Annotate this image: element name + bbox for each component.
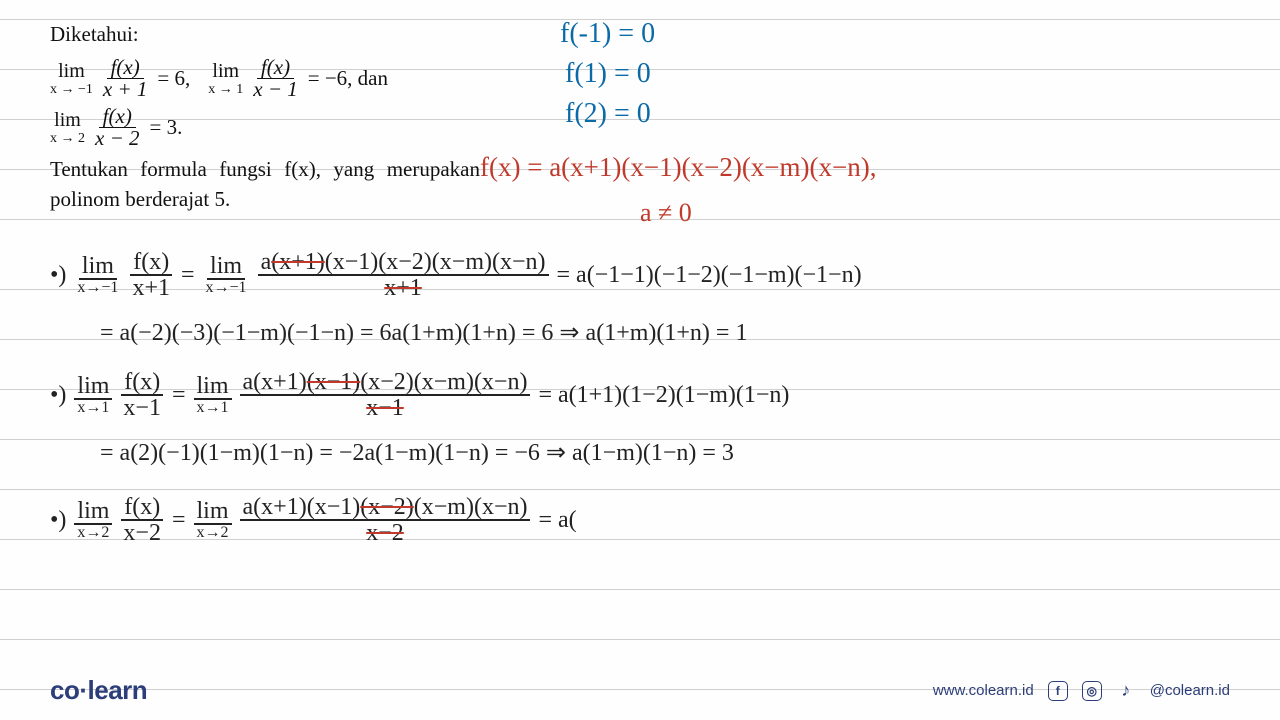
lim1-eq: = 6, [157, 64, 190, 93]
strike-factor: a(x+1)(x−1)(x−2)(x−m)(x−n) [261, 249, 546, 275]
lim2-den: x − 1 [249, 79, 302, 100]
footer-url: www.colearn.id [933, 682, 1034, 699]
footer-right: www.colearn.id f ◎ ♪ @colearn.id [933, 681, 1230, 701]
lim2-under: x → 1 [208, 83, 243, 97]
lim3-num: f(x) [99, 106, 136, 128]
lim-text: lim [58, 61, 85, 81]
bullet-icon: •) [50, 382, 66, 409]
lim1-den: x + 1 [99, 79, 152, 100]
lim3-under: x → 2 [50, 132, 85, 146]
instagram-icon: ◎ [1082, 681, 1102, 701]
facebook-icon: f [1048, 681, 1068, 701]
problem-body: Tentukan formula fungsi f(x), yang merup… [50, 155, 480, 214]
dot-icon: · [79, 675, 87, 705]
note-blue-2: f(1) = 0 [565, 58, 651, 90]
problem-statement: Diketahui: lim x → −1 f(x) x + 1 = 6, li… [50, 20, 480, 214]
strike-factor: a(x+1)(x−1)(x−2)(x−m)(x−n) [243, 369, 528, 395]
limit-row-1: lim x → −1 f(x) x + 1 = 6, lim x → 1 f(x… [50, 57, 480, 100]
note-blue-3: f(2) = 0 [565, 98, 651, 130]
bullet-icon: •) [50, 507, 66, 534]
note-blue-1: f(-1) = 0 [560, 18, 655, 50]
lim1-under: x → −1 [50, 83, 93, 97]
work-block-1-line-2: = a(−2)(−3)(−1−m)(−1−n) = 6a(1+m)(1+n) =… [100, 318, 747, 347]
problem-title: Diketahui: [50, 20, 480, 49]
limit-row-2: lim x → 2 f(x) x − 2 = 3. [50, 106, 480, 149]
lim2-num: f(x) [257, 57, 294, 79]
lim1-num: f(x) [107, 57, 144, 79]
footer: co·learn www.colearn.id f ◎ ♪ @colearn.i… [50, 675, 1230, 706]
work-block-2-line-2: = a(2)(−1)(1−m)(1−n) = −2a(1−m)(1−n) = −… [100, 438, 734, 467]
note-red-fx: f(x) = a(x+1)(x−1)(x−2)(x−m)(x−n), [480, 152, 876, 183]
tiktok-icon: ♪ [1116, 681, 1136, 701]
work-block-3-line-1: •) lim x→2 f(x) x−2 = lim x→2 a(x+1)(x−1… [50, 495, 577, 545]
work-block-2-line-1: •) lim x→1 f(x) x−1 = lim x→1 a(x+1)(x−1… [50, 370, 789, 420]
lim2-eq: = −6, dan [308, 64, 388, 93]
footer-handle: @colearn.id [1150, 682, 1230, 699]
brand-logo: co·learn [50, 675, 147, 706]
lim-text: lim [212, 61, 239, 81]
strike-factor: a(x+1)(x−1)(x−2)(x−m)(x−n) [243, 494, 528, 520]
lim3-eq: = 3. [150, 113, 183, 142]
work-block-1-line-1: •) lim x→−1 f(x) x+1 = lim x→−1 a(x+1)(x… [50, 250, 862, 300]
lim3-den: x − 2 [91, 128, 144, 149]
note-red-cond: a ≠ 0 [640, 198, 692, 228]
strike-denom: x−2 [366, 520, 404, 546]
bullet-icon: •) [50, 262, 66, 289]
strike-denom: x−1 [366, 395, 404, 421]
strike-denom: x+1 [384, 275, 422, 301]
lim-text: lim [54, 110, 81, 130]
